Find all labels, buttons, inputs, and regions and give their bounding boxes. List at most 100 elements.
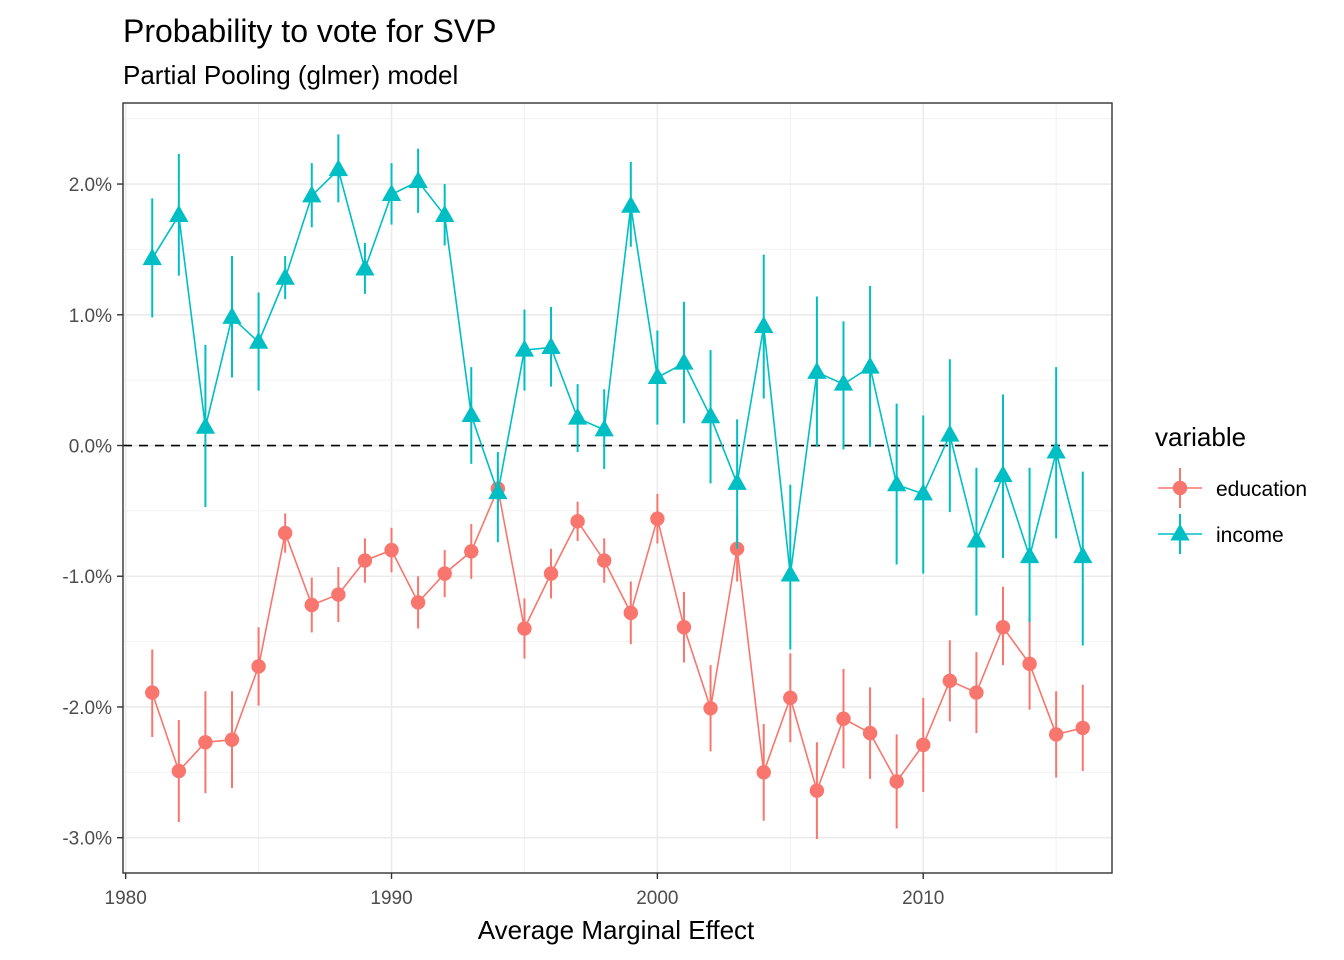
income-point [541,336,561,354]
education-point [1022,656,1037,672]
y-tick-label: -2.0% [62,698,112,719]
y-tick-label: 2.0% [69,175,112,196]
income-point [195,416,216,434]
education-point [889,774,904,789]
education-point [410,595,426,610]
income-point [488,482,508,500]
plot-panel [122,102,1113,874]
chart-subtitle: Partial Pooling (glmer) model [123,60,458,90]
education-point [517,621,532,636]
education-line [151,485,1083,794]
legend-key-income [1158,514,1202,554]
education-point [916,737,931,753]
education-point [836,711,851,726]
legend-key-education [1158,468,1202,508]
income-point [1019,546,1040,564]
income-point [886,474,907,492]
income-point [169,204,189,222]
x-tick-label: 1980 [105,888,147,909]
income-point [408,170,428,188]
education-point [650,511,665,526]
income-point [674,352,694,370]
x-tick-label: 2010 [902,888,944,909]
income-point [993,465,1013,483]
x-axis-title: Average Marginal Effect [478,915,755,945]
income-point [222,306,242,324]
panel-background [123,103,1112,873]
income-point [328,159,349,177]
education-point [570,514,585,529]
education-point [357,553,373,568]
legend-key-marker [1172,480,1188,496]
y-tick-label: 1.0% [69,306,112,327]
y-tick-label: -1.0% [62,567,112,588]
grid-lines [123,103,1112,873]
income-line [151,168,1084,576]
legend-key-marker [1170,523,1190,541]
income-point [275,267,295,285]
education-point [543,566,559,581]
y-tick-label: -3.0% [62,829,112,850]
education-point [251,659,266,674]
education-point [756,765,771,780]
income-point [567,407,588,425]
income-point [700,406,721,424]
education-point [783,690,798,706]
income-point [355,258,375,276]
income-point [807,361,827,379]
education-point [464,544,479,559]
income-point [381,184,402,202]
income-point [1046,441,1066,459]
x-tick-label: 2000 [636,888,678,909]
income-point [780,564,800,582]
series-layer [142,134,1093,840]
education-point [809,783,825,798]
chart-title: Probability to vote for SVP [123,13,497,49]
income-point [594,419,614,437]
income-point [248,331,269,349]
education-point [1075,720,1090,736]
y-axis: 2.0% 1.0% 0.0% -1.0% -2.0% -3.0% [62,175,123,850]
income-point [754,316,774,334]
education-point [277,525,293,541]
education-point [995,620,1011,635]
income-point [621,195,641,213]
income-point [1073,546,1093,564]
education-point [942,673,958,689]
income-point [142,248,162,266]
income-point [833,373,854,391]
education-point [597,553,612,568]
education-point [676,620,692,635]
income-point [647,367,668,385]
education-point [437,566,452,581]
income-point [940,424,960,442]
legend-title: variable [1155,422,1246,452]
education-point [623,605,638,621]
income-point [461,404,481,422]
y-tick-label: 0.0% [69,437,112,458]
education-point [145,685,160,700]
education-point [331,587,346,602]
x-tick-label: 1990 [370,888,412,909]
income-point [727,472,747,490]
income-point [514,339,535,357]
income-point [435,204,455,222]
income-point [913,483,933,501]
income-point [860,356,880,374]
education-point [198,735,213,750]
x-axis: 1980 1990 2000 2010 [105,873,944,909]
education-point [384,542,399,558]
education-point [862,725,878,741]
income-point [966,530,987,548]
panel-border [122,102,1113,874]
series-income [142,134,1093,650]
education-point [224,732,240,747]
legend-label-income: income [1216,524,1284,547]
education-point [1048,727,1064,742]
education-point [969,685,984,700]
education-point [171,763,187,779]
legend-label-education: education [1216,478,1307,501]
education-point [304,597,319,613]
income-point [302,185,322,203]
